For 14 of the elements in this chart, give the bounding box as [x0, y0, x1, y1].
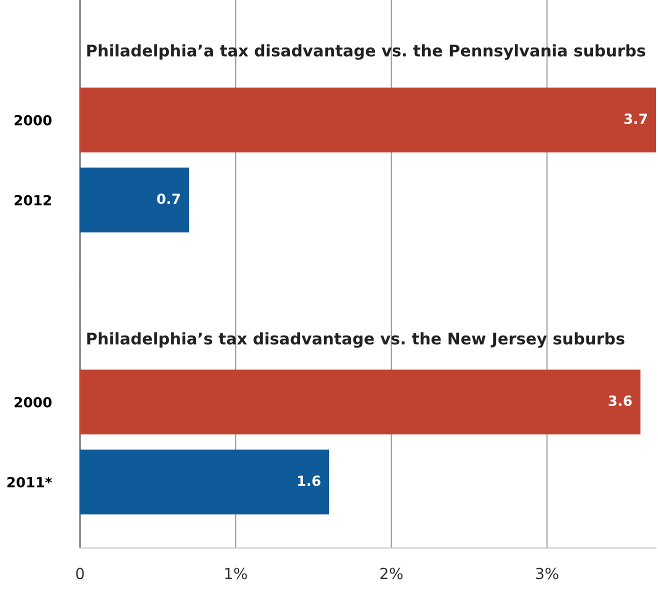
x-tick-label: 0: [76, 568, 84, 580]
chart-title: Philadelphia’a tax disadvantage vs. the Pennsylvania suburbs: [87, 44, 646, 60]
y-tick-label: 2000: [14, 396, 52, 408]
data-label: 3.6: [608, 396, 632, 406]
chart-title: Philadelphia’s tax disadvantage vs. the New Jersey suburbs: [87, 332, 624, 348]
data-label: 1.6: [298, 476, 320, 486]
x-tick-label: 3%: [536, 568, 558, 580]
y-tick-label: 2012: [14, 194, 52, 206]
x-tick-label: 2%: [380, 568, 403, 580]
data-label: 3.7: [624, 114, 647, 124]
data-label: 0.7: [157, 194, 180, 204]
x-tick-label: 1%: [225, 568, 247, 580]
y-tick-label: 2000: [14, 114, 52, 126]
y-tick-label: 2011*: [7, 476, 52, 488]
